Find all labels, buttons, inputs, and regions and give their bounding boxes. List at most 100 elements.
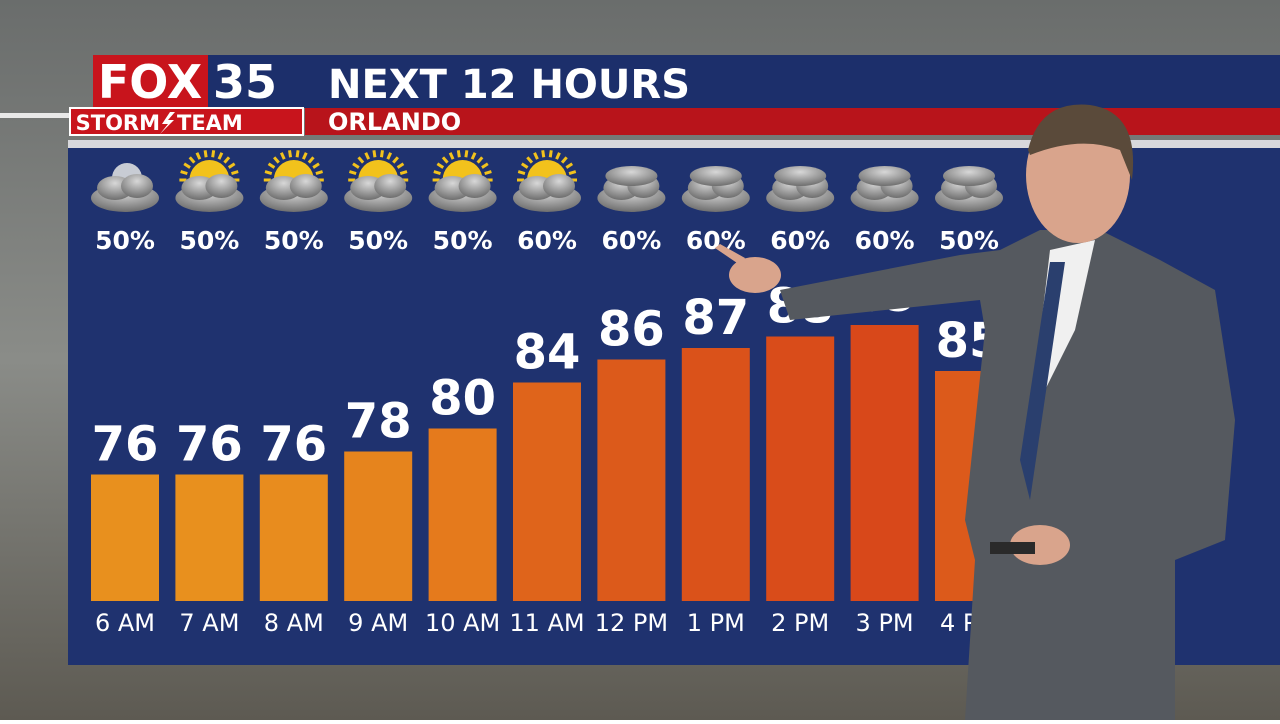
logo-channel: 35 <box>213 55 277 109</box>
bar <box>513 382 581 601</box>
cloud <box>205 174 238 198</box>
sun-ray <box>195 152 202 160</box>
cloud <box>858 166 911 186</box>
x-tick-label: 11 AM <box>509 609 584 637</box>
value-label: 87 <box>682 290 749 346</box>
sun-ray <box>541 150 546 158</box>
chart-title: NEXT 12 HOURS <box>328 62 690 108</box>
sun-ray <box>352 162 360 169</box>
hair <box>1028 104 1134 180</box>
bar <box>766 336 835 601</box>
precip-label: 50% <box>433 226 493 255</box>
presenter <box>715 104 1235 720</box>
team-box <box>69 107 304 136</box>
cloud <box>289 174 322 198</box>
cloud <box>543 174 575 198</box>
sun-ray <box>364 152 371 160</box>
bar <box>428 428 497 601</box>
team-right: TEAM <box>177 111 243 135</box>
cloud <box>121 174 153 198</box>
weather-icon <box>91 163 159 212</box>
sun-ray <box>456 150 461 158</box>
precip-label: 60% <box>517 226 577 255</box>
weather-icon <box>597 166 666 212</box>
sun-ray <box>357 156 365 164</box>
sun-ray <box>533 152 539 160</box>
sun-ray <box>464 150 469 158</box>
cloud <box>689 166 742 186</box>
sun-ray <box>264 170 273 175</box>
clicker <box>990 542 1035 554</box>
sun-ray <box>273 156 280 164</box>
hand <box>729 257 781 293</box>
precip-label: 50% <box>264 226 324 255</box>
value-label: 76 <box>176 417 243 473</box>
rule <box>0 113 70 118</box>
sun-ray <box>227 162 236 169</box>
precip-label: 50% <box>179 226 239 255</box>
x-tick-label: 8 AM <box>264 609 324 637</box>
sun-ray <box>372 150 377 158</box>
x-tick-label: 2 PM <box>771 609 829 637</box>
precip-label: 60% <box>770 226 830 255</box>
weather-icon <box>259 150 328 212</box>
sun-ray <box>517 170 526 175</box>
x-tick-label: 12 PM <box>595 609 668 637</box>
bolt <box>160 112 175 134</box>
sun-ray <box>379 150 384 158</box>
sun-ray <box>476 156 484 164</box>
sun-ray <box>183 162 191 169</box>
title-bar <box>305 55 1280 108</box>
sun-ray <box>312 162 320 169</box>
bar <box>850 325 919 601</box>
value-label: 78 <box>345 394 412 450</box>
value-label: 84 <box>514 325 581 381</box>
bar <box>344 451 413 601</box>
x-tick-label: 9 AM <box>348 609 408 637</box>
logo-fox-box <box>93 55 208 108</box>
x-tick-label: 10 AM <box>425 609 500 637</box>
sun-ray <box>441 156 449 164</box>
precip-label: 60% <box>686 226 746 255</box>
weather-icon <box>428 150 497 212</box>
sun-ray <box>348 170 357 175</box>
sun-ray <box>433 170 441 175</box>
sun-ray <box>399 170 408 175</box>
tie <box>1020 262 1065 500</box>
sun-ray <box>231 170 239 175</box>
precip-label: 50% <box>348 226 408 255</box>
sun-ray <box>396 162 405 169</box>
sun-ray <box>188 156 196 164</box>
sun-ray <box>448 152 455 160</box>
sun-ray <box>307 156 315 164</box>
cloud <box>458 174 491 198</box>
cloud <box>605 166 658 186</box>
sun-ray <box>223 156 231 164</box>
precip-label: 50% <box>939 226 999 255</box>
team-left: STORM <box>76 111 160 135</box>
sun-ray <box>267 162 276 169</box>
value-label: 76 <box>92 417 159 473</box>
weather-icon <box>935 166 1003 212</box>
value-label: 80 <box>429 371 496 427</box>
sun-ray <box>295 150 300 158</box>
sun-ray <box>301 152 308 160</box>
bar <box>259 474 328 601</box>
x-tick-label: 6 AM <box>95 609 155 637</box>
sun-ray <box>568 170 577 175</box>
cloud <box>943 166 995 186</box>
weather-icon <box>681 166 750 212</box>
bar <box>91 474 159 601</box>
cloud <box>374 174 407 198</box>
sun-ray <box>315 170 324 175</box>
panel-rule <box>68 140 1280 148</box>
sun-ray <box>520 162 529 169</box>
weather-icon <box>175 150 244 212</box>
sun-ray <box>203 150 208 158</box>
cloud <box>774 166 827 186</box>
sun-ray <box>555 152 561 160</box>
sun-ray <box>288 150 293 158</box>
precip-label: 60% <box>601 226 661 255</box>
sun-ray <box>386 152 393 160</box>
sun-ray <box>180 170 188 175</box>
